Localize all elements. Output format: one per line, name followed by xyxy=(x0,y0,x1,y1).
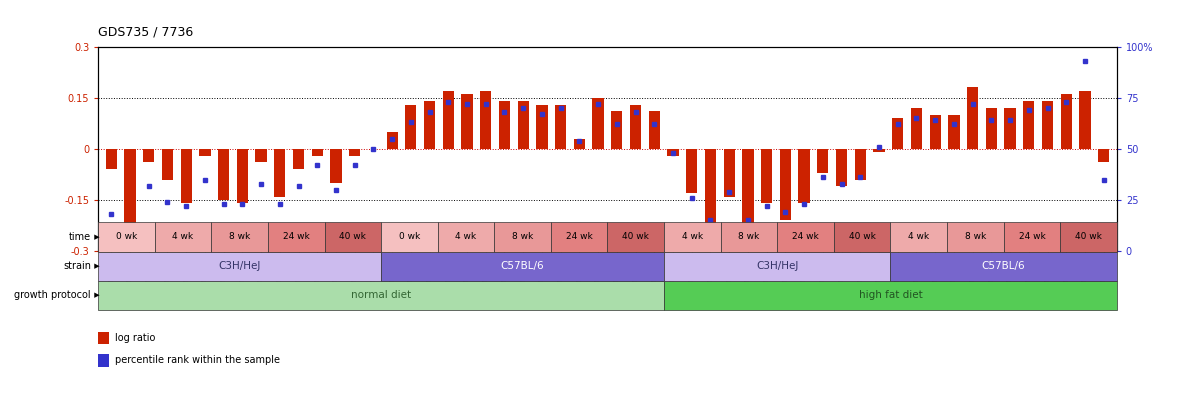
Text: C57BL/6: C57BL/6 xyxy=(982,261,1026,271)
Bar xyxy=(480,91,492,149)
Bar xyxy=(874,149,885,152)
Bar xyxy=(255,149,267,162)
Text: 0 wk: 0 wk xyxy=(116,232,138,241)
Bar xyxy=(649,111,660,149)
Bar xyxy=(1041,101,1053,149)
Bar xyxy=(181,149,192,203)
Bar xyxy=(593,98,603,149)
Bar xyxy=(985,108,997,149)
Bar xyxy=(199,149,211,156)
Bar xyxy=(105,149,117,169)
Bar xyxy=(443,91,454,149)
Bar xyxy=(818,149,828,173)
Text: 4 wk: 4 wk xyxy=(455,232,476,241)
Bar xyxy=(892,118,904,149)
Text: 24 wk: 24 wk xyxy=(282,232,310,241)
Text: normal diet: normal diet xyxy=(351,290,412,300)
Bar xyxy=(798,149,809,203)
Bar xyxy=(1080,91,1090,149)
Bar xyxy=(911,108,922,149)
Text: 24 wk: 24 wk xyxy=(1019,232,1045,241)
Text: C3H/HeJ: C3H/HeJ xyxy=(218,261,261,271)
Text: 4 wk: 4 wk xyxy=(909,232,929,241)
Bar xyxy=(237,149,248,203)
Text: 40 wk: 40 wk xyxy=(849,232,875,241)
Text: 40 wk: 40 wk xyxy=(622,232,649,241)
Bar xyxy=(686,149,698,193)
Bar xyxy=(836,149,847,186)
Text: GDS735 / 7736: GDS735 / 7736 xyxy=(98,26,194,38)
Bar xyxy=(705,149,716,237)
Bar xyxy=(330,149,341,183)
Text: 8 wk: 8 wk xyxy=(739,232,760,241)
Bar xyxy=(461,94,473,149)
Text: strain: strain xyxy=(63,261,91,271)
Bar xyxy=(1023,101,1034,149)
Bar xyxy=(630,104,642,149)
Bar xyxy=(424,101,436,149)
Bar xyxy=(124,149,135,241)
Bar xyxy=(293,149,304,169)
Bar xyxy=(948,115,960,149)
Text: 24 wk: 24 wk xyxy=(792,232,819,241)
Text: ▶: ▶ xyxy=(92,234,99,240)
Text: percentile rank within the sample: percentile rank within the sample xyxy=(115,356,280,365)
Bar xyxy=(499,101,510,149)
Bar xyxy=(311,149,323,156)
Bar xyxy=(967,87,978,149)
Bar xyxy=(612,111,622,149)
Text: time: time xyxy=(69,232,91,242)
Bar xyxy=(779,149,791,220)
Bar xyxy=(855,149,865,179)
Text: growth protocol: growth protocol xyxy=(14,290,91,300)
Bar xyxy=(1061,94,1071,149)
Bar xyxy=(274,149,285,196)
Text: 4 wk: 4 wk xyxy=(682,232,703,241)
Bar xyxy=(218,149,230,200)
Bar xyxy=(1098,149,1110,162)
Bar xyxy=(350,149,360,156)
Text: 8 wk: 8 wk xyxy=(965,232,986,241)
Bar xyxy=(573,139,585,149)
Bar xyxy=(742,149,754,237)
Bar xyxy=(162,149,174,179)
Bar xyxy=(555,104,566,149)
Text: 4 wk: 4 wk xyxy=(172,232,194,241)
Bar xyxy=(517,101,529,149)
Bar xyxy=(387,132,397,149)
Text: log ratio: log ratio xyxy=(115,333,156,343)
Text: C57BL/6: C57BL/6 xyxy=(500,261,545,271)
Bar xyxy=(930,115,941,149)
Bar xyxy=(723,149,735,196)
Bar xyxy=(406,104,417,149)
Text: 8 wk: 8 wk xyxy=(512,232,533,241)
Text: 40 wk: 40 wk xyxy=(1075,232,1102,241)
Bar xyxy=(1004,108,1016,149)
Bar xyxy=(761,149,772,203)
Text: high fat diet: high fat diet xyxy=(858,290,923,300)
Bar xyxy=(144,149,154,162)
Text: 8 wk: 8 wk xyxy=(229,232,250,241)
Bar xyxy=(668,149,679,156)
Text: C3H/HeJ: C3H/HeJ xyxy=(757,261,798,271)
Bar xyxy=(536,104,547,149)
Text: 0 wk: 0 wk xyxy=(399,232,420,241)
Text: ▶: ▶ xyxy=(92,263,99,269)
Text: 40 wk: 40 wk xyxy=(340,232,366,241)
Text: ▶: ▶ xyxy=(92,292,99,298)
Text: 24 wk: 24 wk xyxy=(566,232,593,241)
